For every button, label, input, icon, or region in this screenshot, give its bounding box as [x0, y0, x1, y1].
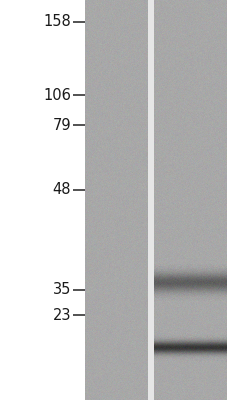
Text: 158: 158: [43, 14, 71, 30]
Text: 79: 79: [52, 118, 71, 132]
Text: 23: 23: [52, 308, 71, 322]
Text: 48: 48: [52, 182, 71, 198]
Text: 35: 35: [52, 282, 71, 298]
Text: 106: 106: [43, 88, 71, 102]
